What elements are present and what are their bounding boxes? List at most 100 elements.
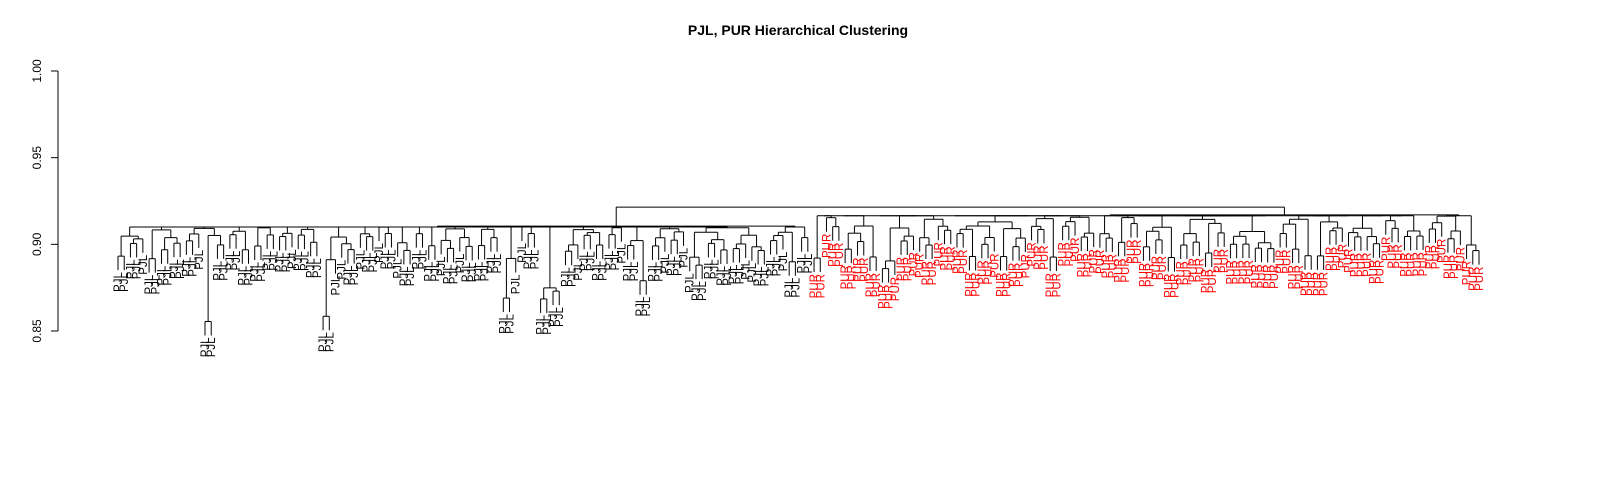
leaf-label: PUR	[1095, 250, 1107, 274]
leaf-label: PJL	[212, 260, 224, 280]
leaf-label: PJL	[306, 258, 318, 278]
leaf-label: PJL	[778, 251, 790, 271]
leaf-label: PJL	[660, 253, 672, 273]
leaf-label: PUR	[890, 277, 902, 301]
leaf-label: PUR	[1008, 263, 1020, 287]
leaf-label: PJL	[157, 265, 169, 285]
leaf-label: PJL	[119, 272, 131, 292]
leaf-label: PJL	[536, 314, 548, 334]
leaf-label: PUR	[1219, 249, 1231, 273]
leaf-label: PJL	[393, 258, 405, 278]
leaf-label: PJL	[405, 266, 417, 286]
leaf-label: PJL	[573, 260, 585, 280]
leaf-label: PUR	[1350, 253, 1362, 277]
leaf-label: PJL	[132, 259, 144, 279]
leaf-label: PJL	[188, 256, 200, 276]
leaf-label: PJL	[169, 259, 181, 279]
leaf-label: PUR	[1058, 242, 1070, 266]
leaf-label: PUR	[1176, 261, 1188, 285]
leaf-label: PJL	[604, 250, 616, 270]
leaf-label: PUR	[1244, 260, 1256, 284]
leaf-label: PJL	[741, 259, 753, 279]
leaf-label: PUR	[958, 250, 970, 274]
leaf-label: PUR	[971, 272, 983, 296]
leaf-label: PJL	[560, 267, 572, 287]
leaf-label: PUR	[989, 253, 1001, 277]
leaf-label: PJL	[125, 259, 137, 279]
leaf-label: PUR	[1375, 260, 1387, 284]
leaf-label: PUR	[933, 242, 945, 266]
leaf-label: PUR	[859, 258, 871, 282]
leaf-label: PUR	[1232, 260, 1244, 284]
leaf-label: PUR	[1418, 252, 1430, 276]
leaf-label: PJL	[647, 261, 659, 281]
leaf-label: PUR	[1064, 242, 1076, 266]
leaf-label: PJL	[324, 332, 336, 352]
leaf-label: PUR	[1138, 263, 1150, 287]
leaf-label: PJL	[418, 249, 430, 269]
leaf-label: PUR	[983, 260, 995, 284]
leaf-label: PJL	[150, 274, 162, 294]
leaf-label: PJL	[424, 261, 436, 281]
leaf-label: PJL	[386, 249, 398, 269]
leaf-label: PUR	[840, 265, 852, 289]
leaf-label: PUR	[1356, 253, 1368, 277]
leaf-label: PJL	[231, 250, 243, 270]
leaf-label: PJL	[505, 313, 517, 333]
leaf-label: PJL	[411, 249, 423, 269]
leaf-label: PJL	[380, 249, 392, 269]
leaf-label: PJL	[275, 252, 287, 272]
leaf-label: PJL	[672, 256, 684, 276]
leaf-label: PUR	[1120, 258, 1132, 282]
leaf-label: PJL	[318, 332, 330, 352]
leaf-label: PUR	[1151, 256, 1163, 280]
leaf-label: PJL	[610, 250, 622, 270]
leaf-label: PJL	[268, 250, 280, 270]
leaf-label: PUR	[1089, 249, 1101, 273]
leaf-label: PJL	[436, 256, 448, 276]
leaf-label: PUR	[1207, 269, 1219, 293]
leaf-label: PUR	[1412, 252, 1424, 276]
leaf-label: PJL	[784, 277, 796, 297]
leaf-label: PUR	[1269, 265, 1281, 289]
leaf-label: PUR	[1430, 245, 1442, 269]
leaf-label: PJL	[585, 251, 597, 271]
leaf-label: PUR	[1281, 250, 1293, 274]
chart-title: PJL, PUR Hierarchical Clustering	[688, 22, 908, 38]
leaf-label: PUR	[1256, 264, 1268, 288]
y-tick-label: 1.00	[30, 59, 44, 83]
leaf-label: PUR	[1424, 245, 1436, 269]
leaf-label: PJL	[399, 266, 411, 286]
leaf-label: PJL	[473, 261, 485, 281]
leaf-label: PJL	[262, 250, 274, 270]
leaf-label: PJL	[281, 252, 293, 272]
leaf-label: PJL	[759, 266, 771, 286]
leaf-label: PJL	[467, 262, 479, 282]
leaf-label: PJL	[803, 253, 815, 273]
leaf-label: PUR	[1455, 247, 1467, 271]
leaf-label: PJL	[616, 243, 628, 263]
leaf-label: PUR	[1002, 273, 1014, 297]
leaf-label: PUR	[1014, 263, 1026, 287]
leaf-label: PJL	[349, 265, 361, 285]
leaf-label: PJL	[579, 251, 591, 271]
leaf-label: PJL	[244, 265, 256, 285]
leaf-label: PJL	[200, 337, 212, 357]
leaf-label: PUR	[1051, 273, 1063, 297]
leaf-label: PJL	[492, 253, 504, 273]
leaf-label: PUR	[964, 272, 976, 296]
leaf-label: PUR	[1201, 269, 1213, 293]
leaf-label: PJL	[362, 252, 374, 272]
leaf-label: PUR	[1238, 260, 1250, 284]
leaf-label: PUR	[834, 243, 846, 267]
leaf-label: PUR	[1070, 238, 1082, 262]
leaf-label: PUR	[1114, 258, 1126, 282]
leaf-label: PUR	[995, 273, 1007, 297]
leaf-label: PUR	[853, 258, 865, 282]
leaf-label: PUR	[1076, 253, 1088, 277]
leaf-label: PJL	[511, 274, 523, 294]
leaf-label: PUR	[1182, 261, 1194, 285]
leaf-label: PUR	[809, 274, 821, 298]
leaf-label: PUR	[1449, 255, 1461, 279]
